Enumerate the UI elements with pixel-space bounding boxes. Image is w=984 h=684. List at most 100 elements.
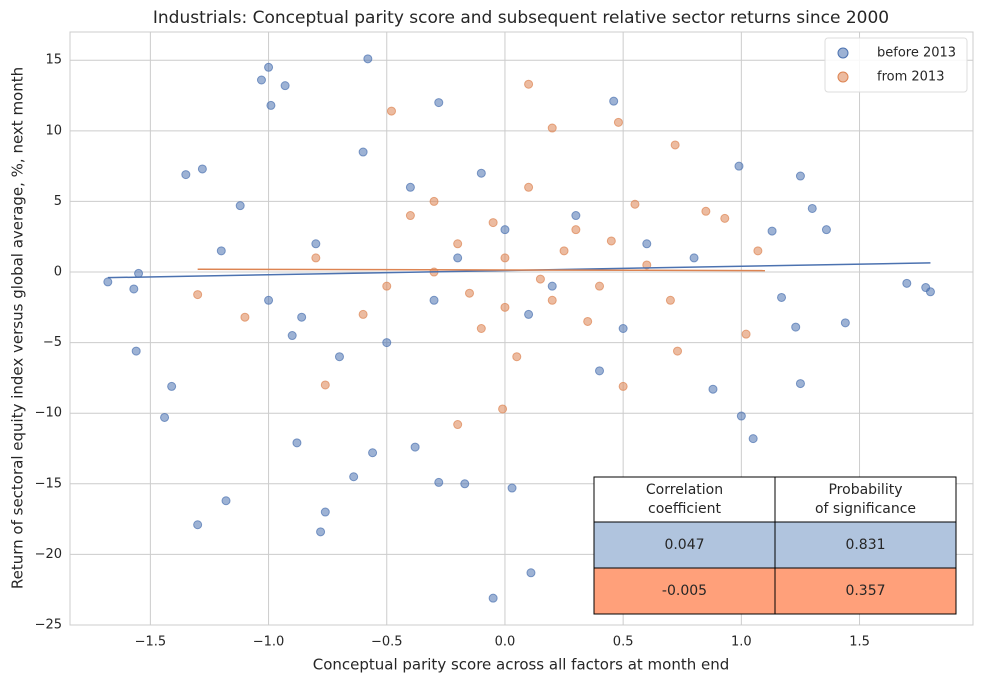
point bbox=[524, 79, 534, 89]
x-tick-label: 0.0 bbox=[495, 635, 516, 650]
point bbox=[256, 75, 266, 85]
point bbox=[689, 253, 699, 263]
point bbox=[795, 171, 805, 181]
point bbox=[266, 100, 276, 110]
y-tick-label: −20 bbox=[35, 547, 62, 562]
x-tick-label: 0.5 bbox=[613, 635, 634, 650]
point bbox=[160, 412, 170, 422]
point bbox=[571, 211, 581, 221]
point bbox=[460, 479, 470, 489]
y-tick-label: 10 bbox=[45, 123, 62, 138]
point bbox=[358, 309, 368, 319]
point bbox=[129, 284, 139, 294]
point bbox=[131, 346, 141, 356]
point bbox=[498, 404, 508, 414]
point bbox=[595, 366, 605, 376]
point bbox=[476, 168, 486, 178]
point bbox=[609, 96, 619, 106]
point bbox=[500, 225, 510, 235]
point bbox=[618, 324, 628, 333]
table-header-text: of significance bbox=[815, 501, 916, 517]
table-header-text: coefficient bbox=[648, 501, 721, 517]
point bbox=[382, 338, 392, 348]
fit-line bbox=[197, 268, 765, 272]
point bbox=[767, 226, 777, 236]
legend-box bbox=[824, 37, 968, 93]
point bbox=[535, 274, 545, 284]
point bbox=[753, 246, 763, 256]
table-header-cell bbox=[593, 476, 776, 523]
table-cell bbox=[593, 567, 776, 615]
table-cell-text: 0.357 bbox=[845, 583, 885, 599]
point bbox=[320, 380, 330, 390]
point bbox=[363, 54, 373, 64]
point bbox=[840, 318, 850, 328]
point bbox=[453, 420, 463, 430]
y-tick-label: −10 bbox=[35, 406, 62, 421]
point bbox=[453, 239, 463, 249]
y-tick-label: −15 bbox=[35, 476, 62, 491]
point bbox=[240, 312, 250, 322]
point bbox=[606, 236, 616, 246]
y-tick-label: 5 bbox=[54, 194, 62, 209]
x-tick-label: 1.0 bbox=[731, 635, 752, 650]
point bbox=[358, 147, 368, 157]
table-header-text: Correlation bbox=[646, 482, 723, 498]
legend-marker bbox=[837, 47, 849, 59]
point bbox=[500, 302, 510, 312]
point bbox=[405, 182, 415, 192]
point bbox=[748, 434, 758, 444]
point bbox=[429, 295, 439, 305]
point bbox=[642, 239, 652, 249]
point bbox=[264, 295, 274, 305]
y-tick-label: 0 bbox=[54, 265, 62, 280]
point bbox=[630, 199, 640, 209]
point bbox=[807, 203, 817, 213]
point bbox=[292, 438, 302, 448]
point bbox=[507, 483, 517, 493]
point bbox=[410, 442, 420, 452]
point bbox=[368, 448, 378, 458]
point bbox=[429, 196, 439, 206]
point bbox=[547, 295, 557, 305]
table-cell-text: -0.005 bbox=[662, 583, 707, 599]
point bbox=[193, 290, 203, 300]
point bbox=[720, 213, 730, 223]
point bbox=[280, 81, 290, 91]
point bbox=[311, 239, 321, 249]
point bbox=[221, 496, 231, 506]
point bbox=[264, 62, 274, 72]
points bbox=[103, 54, 935, 603]
point bbox=[559, 246, 569, 256]
point bbox=[777, 292, 787, 302]
point bbox=[526, 568, 536, 578]
point bbox=[103, 277, 113, 287]
point bbox=[386, 106, 396, 116]
point bbox=[736, 411, 746, 421]
point bbox=[642, 260, 652, 270]
legend-label: before 2013 bbox=[877, 46, 956, 61]
point bbox=[134, 268, 144, 278]
y-tick-label: −5 bbox=[43, 335, 62, 350]
legend-marker bbox=[837, 71, 849, 83]
point bbox=[334, 352, 344, 362]
table-cell bbox=[774, 567, 957, 615]
point bbox=[181, 170, 191, 180]
point bbox=[547, 281, 557, 291]
point bbox=[405, 211, 415, 221]
point bbox=[488, 593, 498, 603]
table-cell bbox=[774, 521, 957, 569]
point bbox=[902, 278, 912, 288]
point bbox=[708, 384, 718, 394]
point bbox=[316, 527, 326, 537]
point bbox=[524, 182, 534, 192]
point bbox=[193, 520, 203, 530]
point bbox=[434, 477, 444, 487]
point bbox=[547, 123, 557, 133]
point bbox=[670, 140, 680, 150]
point bbox=[500, 253, 510, 263]
point bbox=[795, 379, 805, 389]
point bbox=[453, 253, 463, 263]
point bbox=[476, 324, 486, 333]
